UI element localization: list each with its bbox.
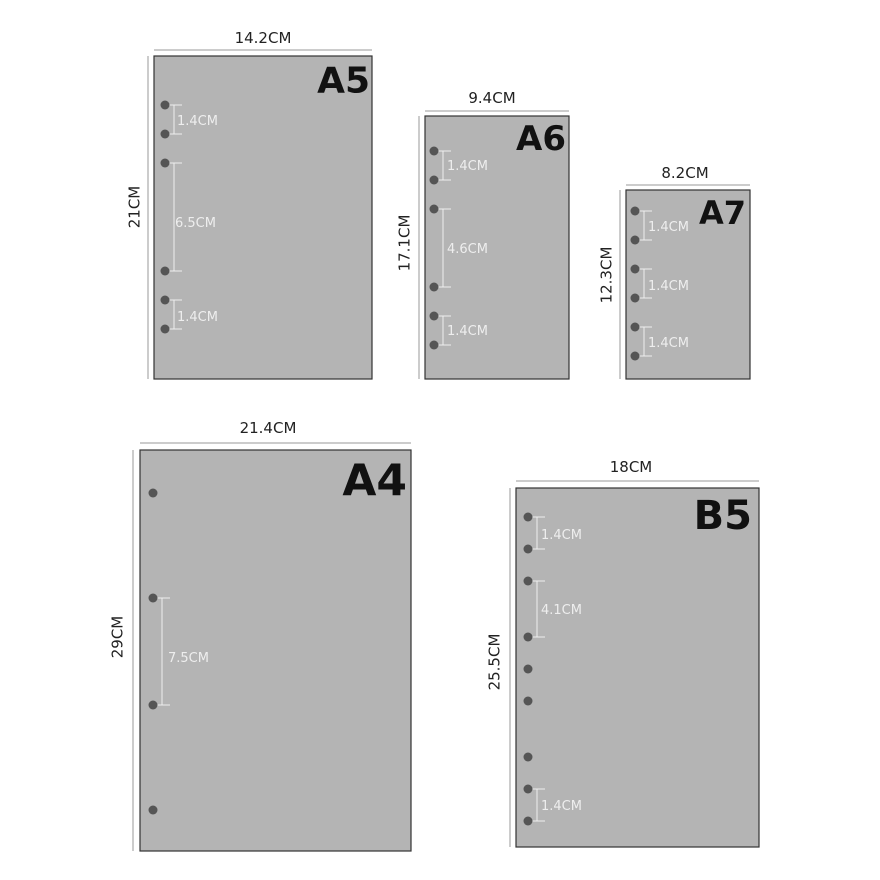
paper-sheet bbox=[153, 55, 373, 380]
ring-hole bbox=[429, 340, 439, 350]
ring-hole bbox=[523, 816, 533, 826]
spacing-label: 1.4CM bbox=[177, 114, 218, 129]
spacing-label: 1.4CM bbox=[648, 220, 689, 235]
ring-hole bbox=[523, 784, 533, 794]
ring-hole bbox=[160, 324, 170, 334]
spacing-label: 1.4CM bbox=[648, 336, 689, 351]
ring-hole bbox=[429, 204, 439, 214]
ring-hole bbox=[160, 266, 170, 276]
height-label: 17.1CM bbox=[396, 215, 414, 272]
paper-sheet bbox=[625, 189, 751, 380]
spacing-label: 1.4CM bbox=[648, 279, 689, 294]
width-label: 9.4CM bbox=[468, 89, 515, 107]
width-label: 8.2CM bbox=[661, 164, 708, 182]
width-label: 18CM bbox=[610, 458, 653, 476]
ring-hole bbox=[630, 264, 640, 274]
height-label: 12.3CM bbox=[598, 247, 616, 304]
height-label: 25.5CM bbox=[486, 634, 504, 691]
size-name: A6 bbox=[516, 119, 566, 159]
size-name: B5 bbox=[694, 493, 752, 539]
spacing-label: 1.4CM bbox=[447, 324, 488, 339]
spacing-label: 1.4CM bbox=[541, 528, 582, 543]
ring-hole bbox=[429, 175, 439, 185]
spacing-label: 4.6CM bbox=[447, 242, 488, 257]
spacing-label: 7.5CM bbox=[168, 651, 209, 666]
ring-hole bbox=[523, 752, 533, 762]
ring-hole bbox=[523, 664, 533, 674]
height-label: 21CM bbox=[126, 186, 144, 229]
width-label: 14.2CM bbox=[235, 29, 292, 47]
ring-hole bbox=[160, 129, 170, 139]
ring-hole bbox=[160, 158, 170, 168]
ring-hole bbox=[160, 295, 170, 305]
ring-hole bbox=[523, 576, 533, 586]
ring-hole bbox=[523, 632, 533, 642]
ring-hole bbox=[148, 488, 158, 498]
spacing-label: 4.1CM bbox=[541, 603, 582, 618]
ring-hole bbox=[160, 100, 170, 110]
ring-hole bbox=[148, 700, 158, 710]
size-name: A4 bbox=[342, 455, 407, 506]
width-label: 21.4CM bbox=[240, 419, 297, 437]
ring-hole bbox=[630, 293, 640, 303]
ring-hole bbox=[148, 593, 158, 603]
paper-sheet bbox=[139, 449, 412, 852]
ring-hole bbox=[523, 512, 533, 522]
ring-hole bbox=[429, 311, 439, 321]
paper-sheet bbox=[424, 115, 570, 380]
ring-hole bbox=[148, 805, 158, 815]
spacing-label: 1.4CM bbox=[447, 159, 488, 174]
height-label: 29CM bbox=[109, 616, 127, 659]
spacing-label: 1.4CM bbox=[541, 799, 582, 814]
spacing-label: 6.5CM bbox=[175, 216, 216, 231]
ring-hole bbox=[630, 351, 640, 361]
ring-hole bbox=[523, 696, 533, 706]
size-name: A5 bbox=[317, 61, 370, 102]
ring-hole bbox=[630, 235, 640, 245]
ring-hole bbox=[429, 282, 439, 292]
size-name: A7 bbox=[699, 194, 746, 232]
ring-hole bbox=[429, 146, 439, 156]
paper-sheet bbox=[515, 487, 760, 848]
ring-hole bbox=[523, 544, 533, 554]
ring-hole bbox=[630, 322, 640, 332]
spacing-label: 1.4CM bbox=[177, 310, 218, 325]
ring-hole bbox=[630, 206, 640, 216]
